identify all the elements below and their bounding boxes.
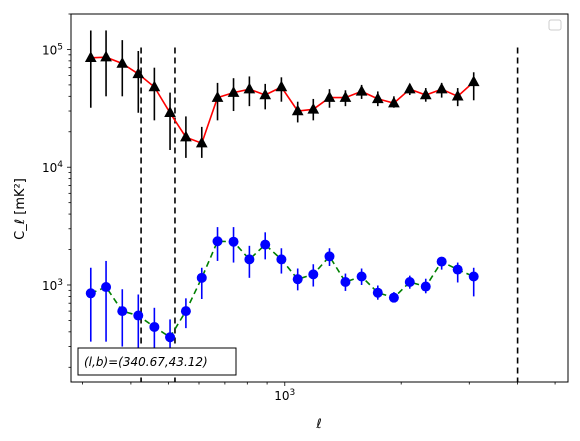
data-point xyxy=(356,271,367,282)
data-point xyxy=(260,239,271,250)
x-tick-label: 103 xyxy=(274,388,295,403)
data-point xyxy=(211,91,224,102)
data-point xyxy=(148,80,161,92)
vertical-lines xyxy=(140,47,519,382)
series-2 xyxy=(85,227,479,365)
data-point xyxy=(468,271,479,282)
data-point xyxy=(276,254,287,265)
y-axis-label: C_ℓ [mK²] xyxy=(13,178,28,240)
data-point xyxy=(420,281,431,292)
data-point xyxy=(388,96,400,108)
x-axis-label: ℓ xyxy=(315,417,321,432)
data-point xyxy=(196,272,207,283)
annotation-box xyxy=(77,347,237,376)
plot-frame xyxy=(70,13,569,383)
y-tick-label: 103 xyxy=(42,278,63,293)
data-point xyxy=(371,92,384,104)
data-point xyxy=(404,276,415,287)
data-point xyxy=(275,80,288,92)
data-point xyxy=(117,306,128,317)
data-point xyxy=(164,106,176,117)
y-tick-label: 104 xyxy=(42,160,63,175)
data-point xyxy=(308,269,319,280)
data-point xyxy=(388,292,399,303)
data-point xyxy=(101,282,112,293)
ticks: 103 103 104 105 xyxy=(42,13,556,403)
data-point xyxy=(84,51,97,62)
data-point xyxy=(212,236,223,247)
series-layer xyxy=(84,30,480,365)
data-point xyxy=(339,91,352,102)
data-point xyxy=(195,136,208,148)
data-point xyxy=(419,88,432,100)
data-point xyxy=(243,82,256,94)
data-point xyxy=(259,88,272,100)
y-tick-label: 105 xyxy=(42,42,63,57)
data-point xyxy=(307,102,320,114)
data-point xyxy=(452,264,463,275)
data-point xyxy=(180,306,191,317)
series-1 xyxy=(84,30,480,158)
data-point xyxy=(227,86,240,97)
data-point xyxy=(244,254,255,265)
data-point xyxy=(85,288,96,299)
data-point xyxy=(323,91,336,102)
data-point xyxy=(132,67,145,79)
data-point xyxy=(100,50,112,62)
data-point xyxy=(149,321,160,332)
annotation: (l,b)=(340.67,43.12) xyxy=(77,347,237,376)
data-point xyxy=(291,104,304,116)
data-point xyxy=(355,84,368,96)
data-point xyxy=(180,130,192,142)
legend-box xyxy=(548,19,562,31)
data-point xyxy=(403,82,416,94)
data-point xyxy=(116,56,129,68)
plot-background xyxy=(71,14,568,382)
data-point xyxy=(133,310,144,321)
data-point xyxy=(435,82,448,94)
data-point xyxy=(292,274,303,285)
data-point xyxy=(228,236,239,247)
data-point xyxy=(436,256,447,267)
data-point xyxy=(165,332,176,343)
data-point xyxy=(467,75,480,87)
data-point xyxy=(451,89,464,101)
data-point xyxy=(340,276,351,287)
data-point xyxy=(324,251,335,262)
data-point xyxy=(372,287,383,298)
annotation-text: (l,b)=(340.67,43.12) xyxy=(84,355,208,369)
